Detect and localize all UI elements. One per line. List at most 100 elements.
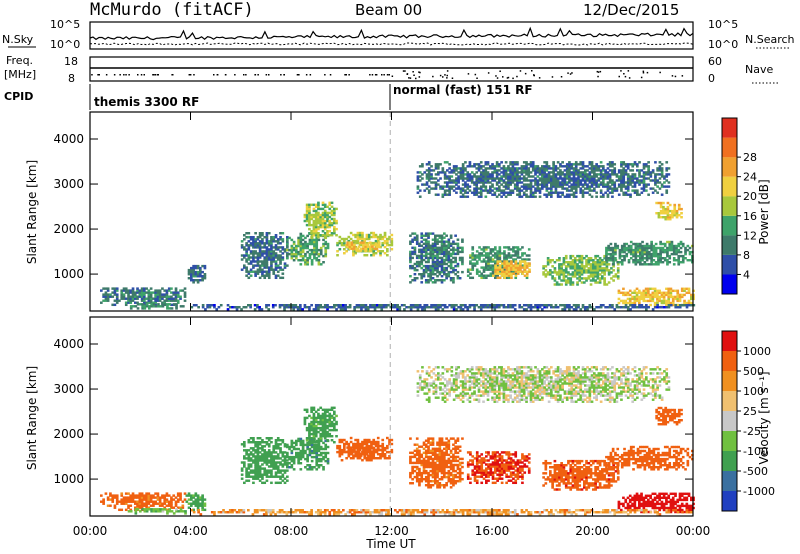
heatmap-cell (240, 246, 244, 249)
heatmap-cell (283, 248, 287, 251)
heatmap-cell (617, 179, 621, 182)
heatmap-cell (301, 439, 305, 443)
heatmap-cell (364, 304, 368, 307)
heatmap-cell (261, 475, 264, 478)
heatmap-cell (418, 273, 421, 276)
heatmap-cell (654, 254, 658, 258)
beam-title: Beam 00 (355, 1, 422, 19)
heatmap-cell (514, 250, 518, 253)
heatmap-cell (315, 236, 319, 240)
heatmap-cell (457, 185, 460, 188)
heatmap-cell (505, 246, 508, 249)
heatmap-cell (427, 179, 431, 182)
heatmap-cell (636, 189, 639, 192)
heatmap-cell (631, 177, 635, 180)
heatmap-cell (145, 502, 148, 505)
heatmap-cell (295, 252, 298, 256)
heatmap-cell (642, 165, 646, 168)
cpid-label: CPID (4, 90, 33, 103)
heatmap-cell (256, 238, 260, 241)
heatmap-cell (629, 244, 633, 248)
heatmap-cell (270, 240, 273, 243)
heatmap-cell (459, 175, 463, 178)
heatmap-cell (470, 179, 474, 182)
heatmap-cell (523, 262, 527, 265)
heatmap-cell (245, 242, 248, 245)
heatmap-cell (364, 247, 368, 250)
heatmap-cell (554, 175, 558, 178)
heatmap-cell (249, 465, 253, 468)
heatmap-cell (352, 233, 355, 237)
heatmap-cell (295, 443, 298, 447)
heatmap-cell (413, 277, 417, 280)
heatmap-cell (185, 494, 189, 497)
heatmap-cell (571, 254, 575, 258)
heatmap-cell (449, 236, 453, 239)
heatmap-cell (538, 189, 542, 192)
heatmap-cell (165, 297, 169, 300)
heatmap-cell (387, 304, 390, 307)
heatmap-cell (491, 175, 494, 178)
heatmap-cell (525, 276, 529, 280)
heatmap-cell (201, 502, 204, 505)
heatmap-cell (498, 193, 501, 196)
heatmap-cell (362, 243, 365, 246)
heatmap-cell (306, 242, 309, 246)
heatmap-cell (668, 261, 672, 264)
heatmap-cell (249, 244, 253, 247)
heatmap-cell (523, 274, 527, 277)
heatmap-cell (665, 306, 669, 309)
heatmap-cell (439, 306, 442, 309)
heatmap-cell (240, 268, 244, 271)
heatmap-cell (627, 248, 631, 252)
nave-point (659, 71, 661, 74)
heatmap-cell (322, 238, 325, 242)
heatmap-cell (661, 242, 665, 246)
heatmap-cell (418, 189, 422, 192)
heatmap-cell (301, 238, 305, 242)
heatmap-cell (328, 215, 332, 219)
heatmap-cell (206, 306, 209, 309)
heatmap-cell (509, 173, 512, 176)
heatmap-cell (653, 293, 657, 297)
heatmap-cell (267, 254, 271, 257)
heatmap-cell (258, 244, 262, 247)
heatmap-cell (494, 266, 497, 269)
heatmap-cell (154, 297, 157, 300)
heatmap-cell (471, 262, 475, 265)
heatmap-cell (427, 236, 430, 239)
heatmap-cell (452, 189, 456, 192)
heatmap-cell (528, 270, 531, 273)
heatmap-cell (208, 304, 212, 307)
heatmap-cell (468, 189, 472, 192)
heatmap-cell (267, 240, 271, 243)
heatmap-cell (353, 306, 356, 309)
heatmap-cell (256, 475, 260, 478)
heatmap-cell (174, 299, 178, 302)
heatmap-cell (498, 248, 502, 251)
heatmap-cell (390, 239, 394, 243)
heatmap-cell (254, 477, 257, 480)
heatmap-cell (577, 181, 580, 184)
heatmap-cell (324, 248, 328, 252)
heatmap-cell (286, 464, 289, 467)
heatmap-cell (172, 297, 176, 300)
heatmap-cell (576, 271, 579, 274)
y-tick-label: 4000 (53, 132, 84, 146)
heatmap-cell (518, 175, 522, 178)
heatmap-cell (502, 165, 506, 168)
heatmap-cell (626, 293, 630, 297)
heatmap-cell (313, 244, 316, 248)
heatmap-cell (641, 250, 644, 254)
heatmap-cell (272, 250, 276, 253)
heatmap-cell (265, 266, 269, 269)
heatmap-cell (491, 193, 494, 196)
heatmap-cell (661, 257, 665, 260)
heatmap-cell (516, 179, 519, 182)
date-title: 12/Dec/2015 (583, 1, 679, 19)
heatmap-cell (247, 256, 251, 259)
heatmap-cell (452, 260, 455, 264)
heatmap-cell (308, 219, 311, 223)
heatmap-cell (660, 171, 664, 174)
heatmap-cell (527, 306, 531, 309)
